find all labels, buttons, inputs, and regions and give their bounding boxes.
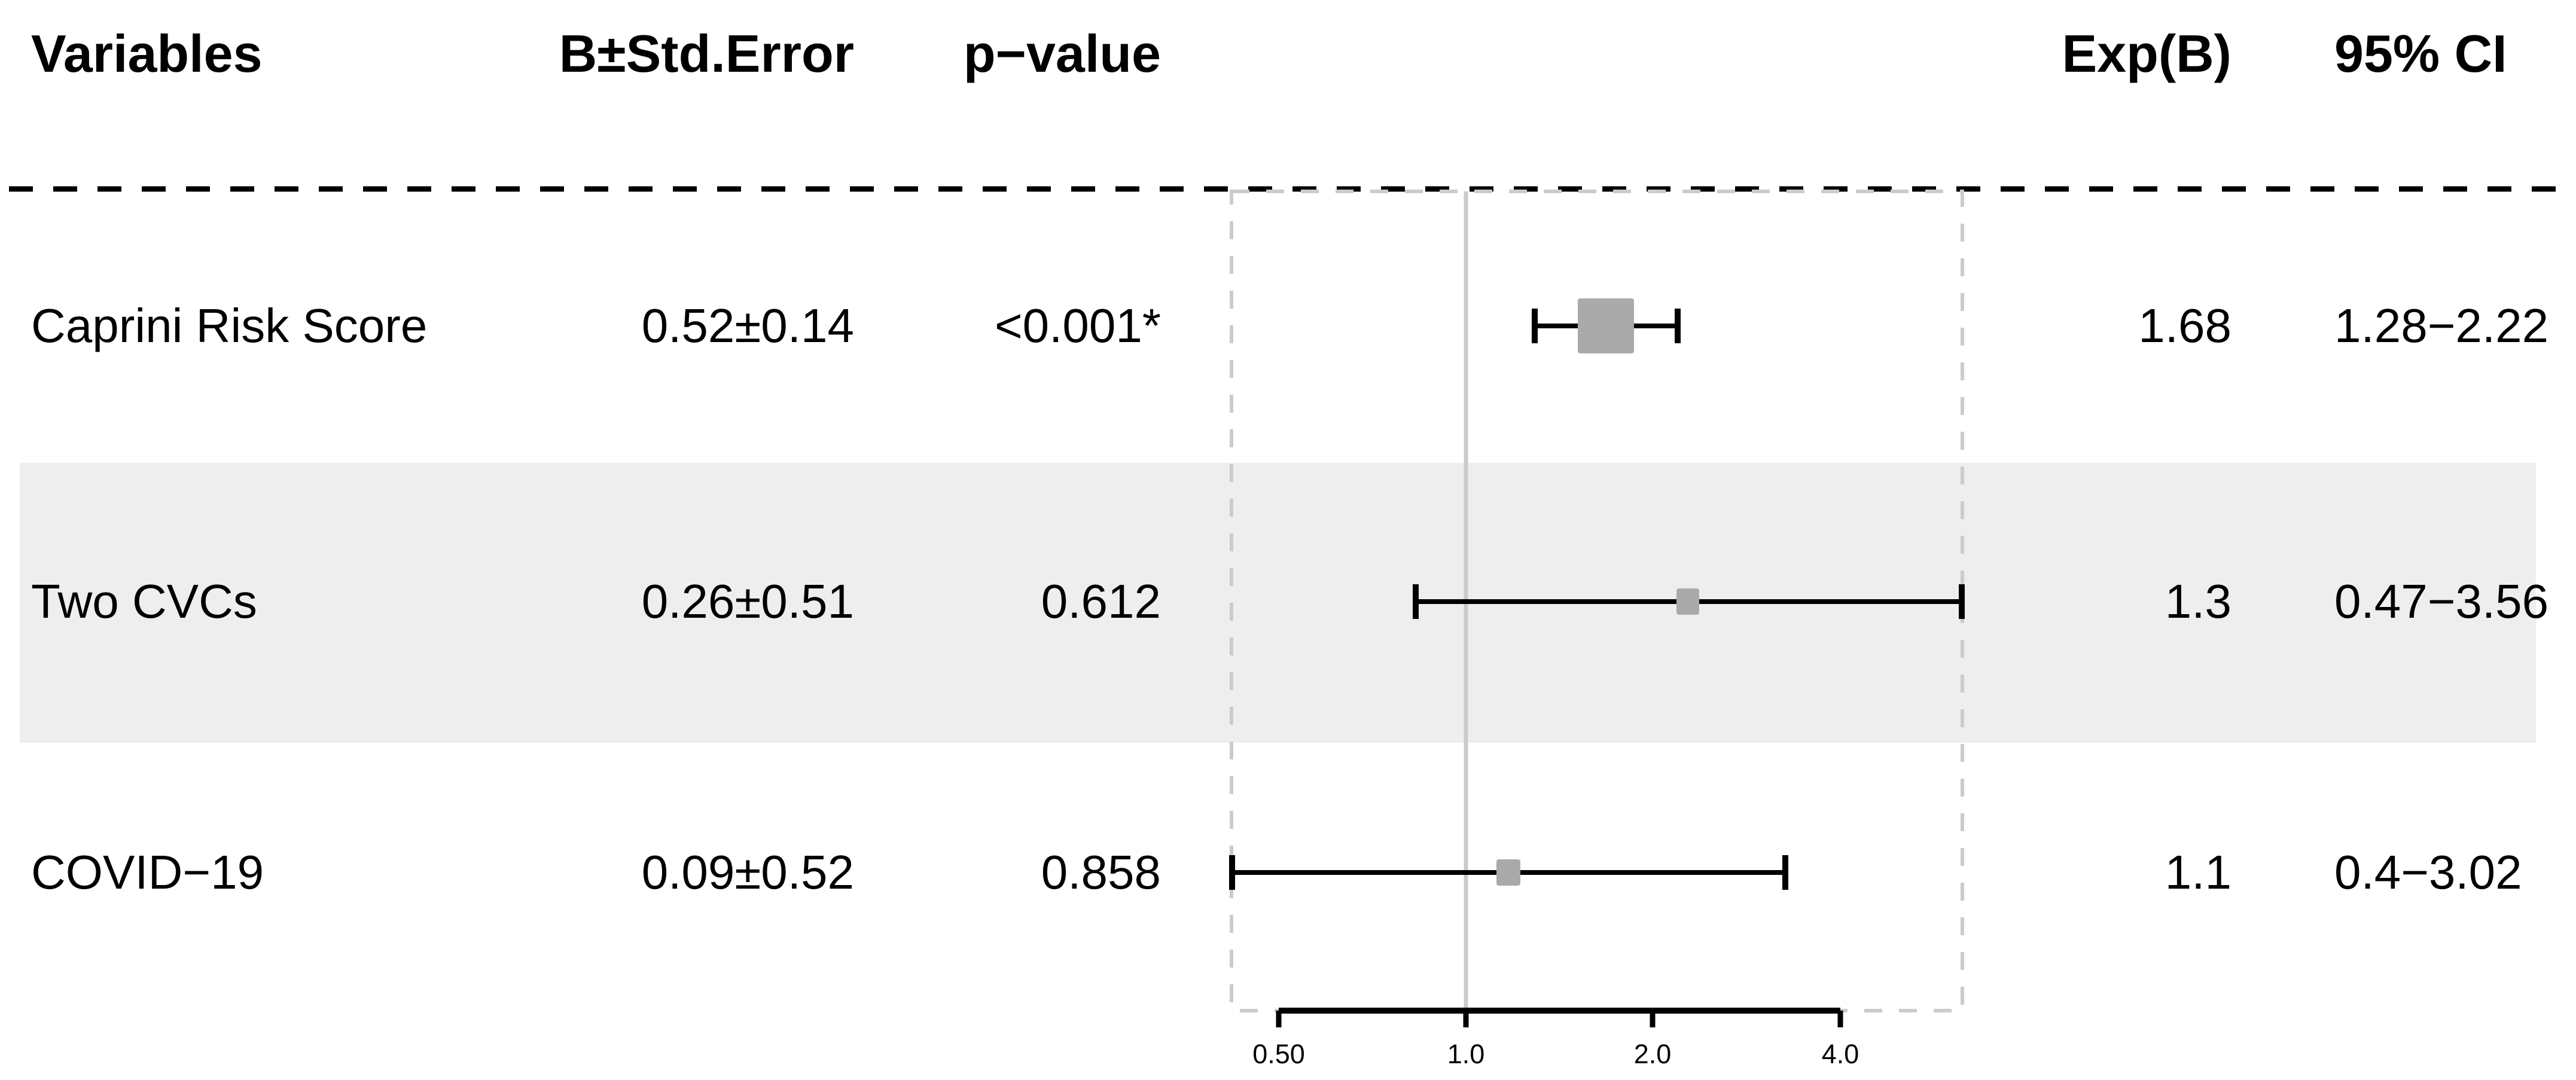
point-estimate-square — [1496, 859, 1520, 886]
row-shading-band — [20, 463, 2536, 743]
row-variable-label: Caprini Risk Score — [31, 299, 428, 352]
row-p-value: 0.612 — [1041, 575, 1161, 628]
row-ci-value: 0.4−3.02 — [2334, 846, 2522, 899]
row-b-se-value: 0.26±0.51 — [641, 575, 854, 628]
point-estimate-square — [1578, 298, 1634, 353]
row-variable-label: Two CVCs — [31, 575, 257, 628]
row-p-value: 0.858 — [1041, 846, 1161, 899]
row-ci-value: 1.28−2.22 — [2334, 299, 2549, 352]
x-axis-tick-label: 2.0 — [1634, 1039, 1672, 1069]
row-exp-b-value: 1.68 — [2138, 299, 2231, 352]
col-header-95-ci: 95% CI — [2334, 24, 2507, 83]
col-header-p-value: p−value — [963, 24, 1161, 83]
row-exp-b-value: 1.3 — [2165, 575, 2231, 628]
row-b-se-value: 0.52±0.14 — [641, 299, 854, 352]
x-axis-tick-label: 1.0 — [1447, 1039, 1485, 1069]
row-p-value: <0.001* — [994, 299, 1161, 352]
x-axis-tick-label: 0.50 — [1252, 1039, 1305, 1069]
point-estimate-square — [1676, 588, 1699, 615]
col-header-b-std-error: B±Std.Error — [559, 24, 854, 83]
col-header-exp-b: Exp(B) — [2062, 24, 2231, 83]
row-b-se-value: 0.09±0.52 — [641, 846, 854, 899]
col-header-variables: Variables — [31, 24, 263, 83]
x-axis-tick-label: 4.0 — [1822, 1039, 1859, 1069]
row-ci-value: 0.47−3.56 — [2334, 575, 2549, 628]
row-variable-label: COVID−19 — [31, 846, 264, 899]
row-exp-b-value: 1.1 — [2165, 846, 2231, 899]
